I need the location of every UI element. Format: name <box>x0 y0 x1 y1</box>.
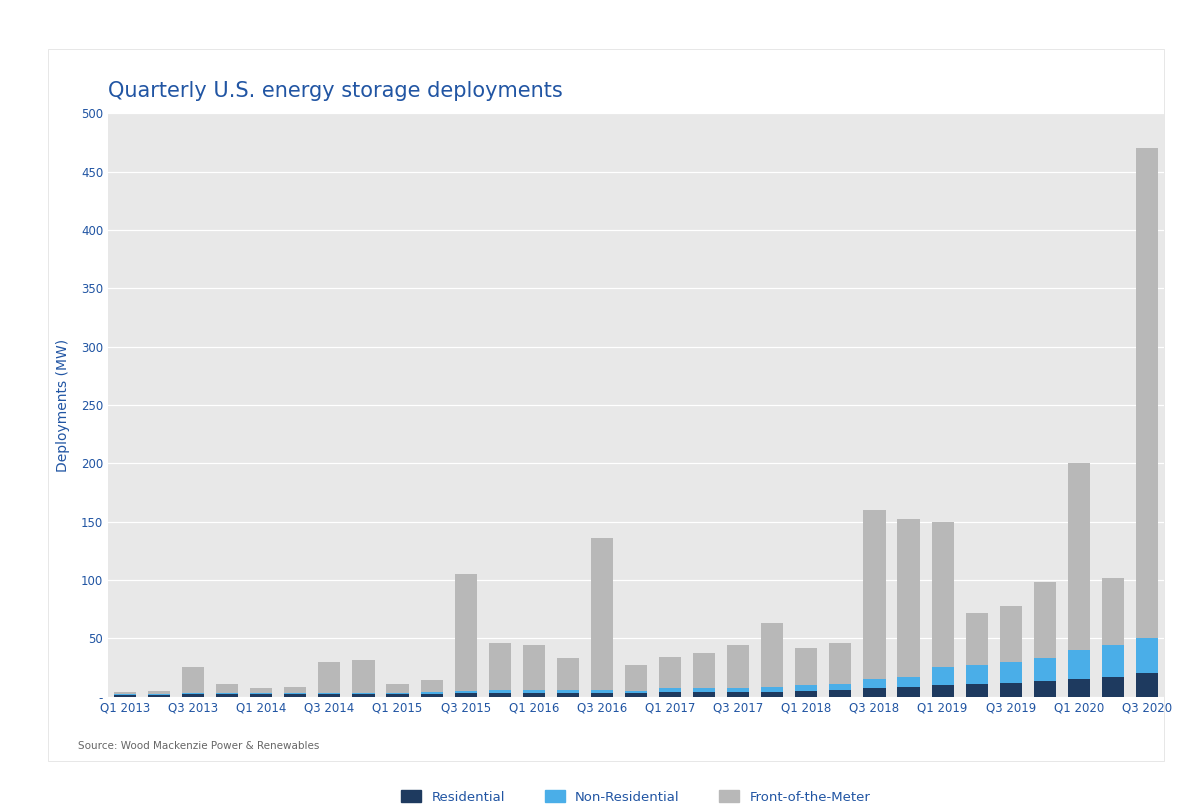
Bar <box>694 692 715 697</box>
Bar <box>1000 662 1021 683</box>
Bar <box>488 689 511 693</box>
Bar <box>1136 148 1158 638</box>
Bar <box>318 693 341 694</box>
Bar <box>761 692 784 697</box>
Bar <box>251 688 272 693</box>
Legend: Residential, Non-Residential, Front-of-the-Meter: Residential, Non-Residential, Front-of-t… <box>396 785 876 809</box>
Bar <box>694 688 715 692</box>
Bar <box>796 691 817 697</box>
Bar <box>625 665 647 691</box>
Bar <box>182 693 204 694</box>
Bar <box>386 693 409 694</box>
Bar <box>1136 638 1158 673</box>
Bar <box>557 689 578 693</box>
Bar <box>1033 658 1056 681</box>
Bar <box>727 646 749 688</box>
Bar <box>386 684 409 693</box>
Bar <box>1102 677 1124 697</box>
Bar <box>694 654 715 688</box>
Bar <box>659 692 682 697</box>
Bar <box>488 643 511 689</box>
Bar <box>523 646 545 689</box>
Bar <box>796 685 817 691</box>
Bar <box>353 693 374 694</box>
Bar <box>727 692 749 697</box>
Y-axis label: Deployments (MW): Deployments (MW) <box>55 339 70 471</box>
Bar <box>148 691 170 694</box>
Bar <box>1068 463 1090 650</box>
Bar <box>386 694 409 697</box>
Bar <box>318 694 341 697</box>
Bar <box>761 623 784 687</box>
Bar <box>353 660 374 693</box>
Bar <box>148 694 170 696</box>
Bar <box>863 679 886 688</box>
Bar <box>523 693 545 697</box>
Bar <box>420 694 443 697</box>
Bar <box>557 693 578 697</box>
Bar <box>488 693 511 697</box>
Bar <box>353 694 374 697</box>
Bar <box>659 657 682 688</box>
Bar <box>420 680 443 692</box>
Bar <box>966 612 988 665</box>
Bar <box>898 687 919 697</box>
Bar <box>829 684 852 689</box>
Bar <box>216 684 239 693</box>
Bar <box>931 522 954 667</box>
Bar <box>625 691 647 693</box>
Bar <box>251 694 272 697</box>
Bar <box>1000 606 1021 662</box>
Bar <box>182 667 204 693</box>
Bar <box>863 510 886 679</box>
Bar <box>284 694 306 697</box>
Bar <box>114 696 136 697</box>
Bar <box>1000 683 1021 697</box>
Bar <box>727 688 749 692</box>
Bar <box>523 689 545 693</box>
Bar <box>590 538 613 689</box>
Bar <box>216 694 239 697</box>
Bar <box>455 693 476 697</box>
Bar <box>420 692 443 694</box>
Bar <box>216 693 239 694</box>
Bar <box>148 696 170 697</box>
Bar <box>590 693 613 697</box>
Bar <box>625 693 647 697</box>
Bar <box>455 574 476 691</box>
Bar <box>1102 578 1124 646</box>
Bar <box>114 692 136 694</box>
Bar <box>898 519 919 677</box>
Bar <box>318 662 341 693</box>
Bar <box>898 677 919 687</box>
Bar <box>284 693 306 694</box>
Bar <box>455 691 476 693</box>
Bar <box>966 684 988 697</box>
Bar <box>829 643 852 684</box>
Bar <box>1068 650 1090 679</box>
Bar <box>284 687 306 693</box>
Bar <box>659 688 682 692</box>
Bar <box>1033 582 1056 658</box>
Bar <box>251 693 272 694</box>
Bar <box>1033 681 1056 697</box>
Bar <box>966 665 988 684</box>
Bar <box>1102 646 1124 677</box>
Text: Quarterly U.S. energy storage deployments: Quarterly U.S. energy storage deployment… <box>108 81 563 100</box>
Bar <box>1136 673 1158 697</box>
Bar <box>114 694 136 696</box>
Bar <box>590 689 613 693</box>
Bar <box>182 694 204 697</box>
Bar <box>1068 679 1090 697</box>
Bar <box>863 688 886 697</box>
Bar <box>829 689 852 697</box>
Text: Source: Wood Mackenzie Power & Renewables: Source: Wood Mackenzie Power & Renewable… <box>78 741 319 751</box>
Bar <box>557 658 578 689</box>
Bar <box>761 687 784 692</box>
Bar <box>931 667 954 685</box>
Bar <box>796 648 817 685</box>
Bar <box>931 685 954 697</box>
